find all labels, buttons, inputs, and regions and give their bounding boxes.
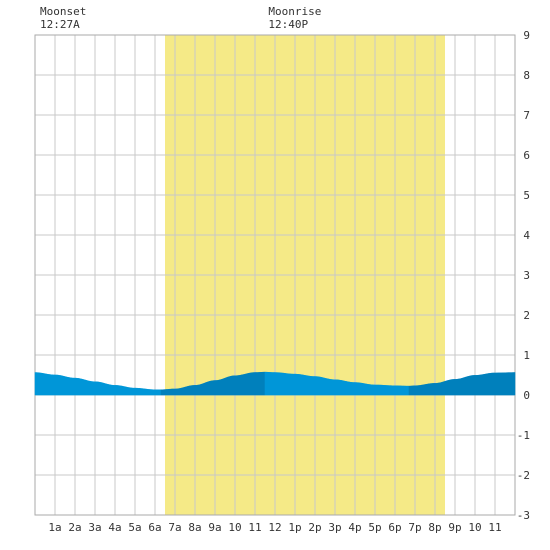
y-tick-label: 4	[523, 229, 530, 242]
x-tick-label: 8a	[188, 521, 201, 534]
y-tick-label: 2	[523, 309, 530, 322]
moonset-time: 12:27A	[40, 18, 80, 31]
x-tick-label: 7a	[168, 521, 181, 534]
y-tick-label: 0	[523, 389, 530, 402]
y-tick-label: -1	[517, 429, 530, 442]
y-tick-label: 7	[523, 109, 530, 122]
y-tick-label: 6	[523, 149, 530, 162]
y-tick-label: 1	[523, 349, 530, 362]
x-tick-label: 8p	[428, 521, 441, 534]
y-tick-label: 5	[523, 189, 530, 202]
tide-series	[34, 371, 516, 396]
x-tick-label: 5p	[368, 521, 381, 534]
x-axis-tick-labels: 1a 2a 3a 4a 5a 6a 7a 8a 9a 10 11 12 1p 2p 3p 4p 5p 6p 7p 8p…	[48, 521, 501, 534]
x-tick-label: 7p	[408, 521, 421, 534]
y-tick-label: 3	[523, 269, 530, 282]
x-tick-label: 12	[268, 521, 281, 534]
tide-area-rising	[513, 372, 516, 396]
x-tick-label: 10	[228, 521, 241, 534]
y-axis-tick-labels: -3 -2 -1 0 1 2 3 4 5 6 7 8 9	[517, 29, 531, 522]
y-tick-label: -2	[517, 469, 530, 482]
x-tick-label: 11	[248, 521, 261, 534]
x-tick-label: 9a	[208, 521, 221, 534]
x-tick-label: 1p	[288, 521, 301, 534]
x-tick-label: 9p	[448, 521, 461, 534]
plot-border	[34, 34, 516, 516]
y-tick-label: 8	[523, 69, 530, 82]
moonset-label: Moonset	[40, 5, 86, 18]
x-tick-label: 10	[468, 521, 481, 534]
y-tick-label: -3	[517, 509, 530, 522]
x-tick-label: 6a	[148, 521, 161, 534]
x-tick-label: 11	[488, 521, 501, 534]
grid	[34, 34, 516, 516]
moonrise-label: Moonrise	[268, 5, 321, 18]
x-tick-label: 3p	[328, 521, 341, 534]
x-tick-label: 4a	[108, 521, 121, 534]
x-tick-label: 3a	[88, 521, 101, 534]
x-tick-label: 6p	[388, 521, 401, 534]
x-tick-label: 2a	[68, 521, 81, 534]
x-tick-label: 2p	[308, 521, 321, 534]
moonrise-time: 12:40P	[268, 18, 308, 31]
x-tick-label: 4p	[348, 521, 361, 534]
x-tick-label: 1a	[48, 521, 61, 534]
y-tick-label: 9	[523, 29, 530, 42]
x-tick-label: 5a	[128, 521, 141, 534]
